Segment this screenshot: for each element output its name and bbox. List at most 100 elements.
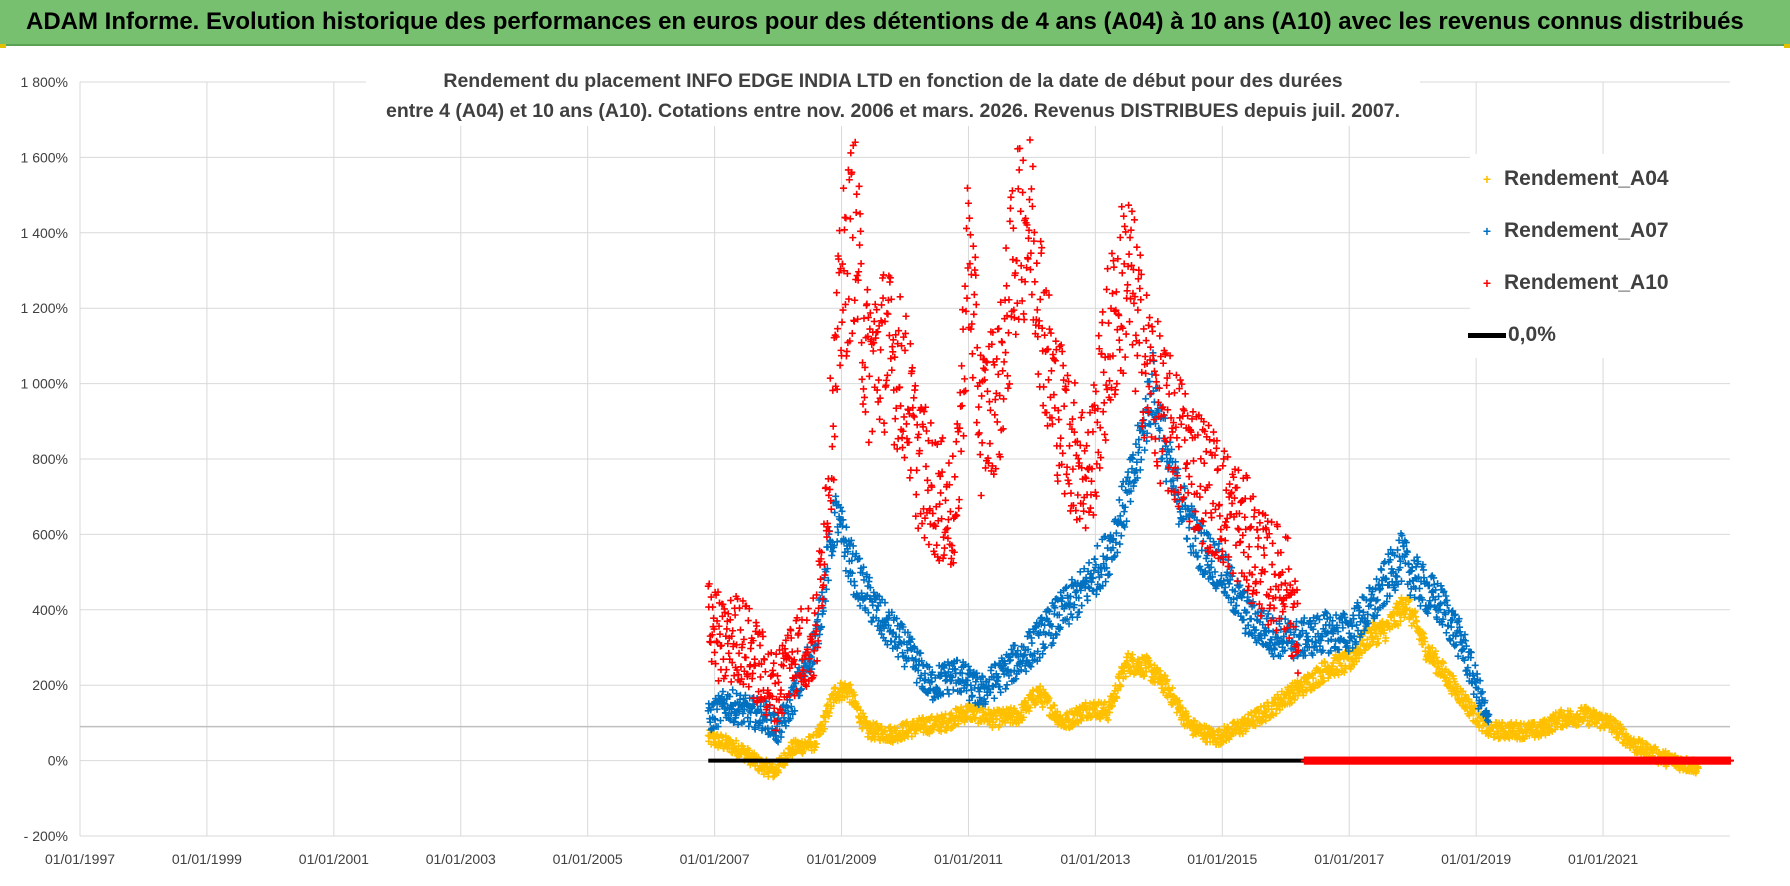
data-point <box>1002 244 1010 252</box>
data-point <box>911 730 919 738</box>
data-point <box>725 649 733 657</box>
data-point <box>860 385 868 393</box>
data-point <box>1047 367 1055 375</box>
data-point <box>1085 559 1093 567</box>
data-point <box>868 427 876 435</box>
data-point <box>1041 331 1049 339</box>
y-tick-label: 1 800% <box>21 74 68 90</box>
data-point <box>1062 386 1070 394</box>
data-point <box>1009 224 1017 232</box>
data-point <box>772 650 780 658</box>
data-point <box>1113 326 1121 334</box>
x-tick-label: 01/01/2013 <box>1060 851 1130 867</box>
data-point <box>868 724 876 732</box>
data-point <box>970 310 978 318</box>
data-point <box>1149 356 1157 364</box>
data-point <box>1084 596 1092 604</box>
data-point <box>1110 263 1118 271</box>
data-point <box>1202 448 1210 456</box>
data-point <box>991 411 999 419</box>
data-point <box>1256 519 1264 527</box>
data-point <box>1180 407 1188 415</box>
data-point <box>1017 207 1025 215</box>
data-point <box>731 611 739 619</box>
data-point <box>1057 434 1065 442</box>
data-point <box>825 709 833 717</box>
data-point <box>812 743 820 751</box>
data-point <box>1145 383 1153 391</box>
data-point <box>958 402 966 410</box>
data-point <box>954 720 962 728</box>
data-point <box>1214 727 1222 735</box>
data-point <box>827 505 835 513</box>
data-point <box>1005 380 1013 388</box>
data-point <box>707 638 715 646</box>
data-point <box>1210 428 1218 436</box>
data-point <box>881 726 889 734</box>
data-point <box>978 392 986 400</box>
data-point <box>901 454 909 462</box>
data-point <box>1100 368 1108 376</box>
data-point <box>1090 381 1098 389</box>
data-point <box>1065 480 1073 488</box>
data-point <box>993 715 1001 723</box>
data-point <box>1118 203 1126 211</box>
data-point <box>1000 395 1008 403</box>
data-point <box>981 366 989 374</box>
data-point <box>1179 405 1187 413</box>
data-point <box>855 268 863 276</box>
data-point <box>959 306 967 314</box>
data-point <box>1036 295 1044 303</box>
data-point <box>1070 399 1078 407</box>
data-point <box>1071 379 1079 387</box>
data-point <box>922 462 930 470</box>
data-point <box>1200 459 1208 467</box>
data-point <box>1169 684 1177 692</box>
data-point <box>1125 201 1133 209</box>
data-point <box>1087 504 1094 512</box>
data-point <box>1003 681 1011 689</box>
data-point <box>861 408 869 416</box>
banner-corner-right <box>1784 44 1790 48</box>
data-point <box>821 718 829 726</box>
data-point <box>1017 708 1025 716</box>
data-point <box>1347 633 1355 641</box>
data-point <box>908 364 916 372</box>
data-point <box>961 375 969 383</box>
data-point <box>859 400 867 408</box>
data-point <box>1141 352 1149 360</box>
data-point <box>870 317 878 325</box>
data-point <box>1405 560 1413 568</box>
data-point <box>845 295 853 303</box>
data-point <box>1100 399 1108 407</box>
data-point <box>1112 288 1120 296</box>
data-point <box>971 266 979 274</box>
data-point <box>986 406 994 414</box>
data-point <box>1241 513 1249 521</box>
data-point <box>745 722 753 730</box>
data-point <box>1040 644 1048 652</box>
data-point <box>727 596 735 604</box>
x-tick-label: 01/01/1997 <box>45 851 115 867</box>
data-point <box>851 691 859 699</box>
banner-title: ADAM Informe. Evolution historique des p… <box>26 8 1744 35</box>
data-point <box>945 459 953 467</box>
data-point <box>1115 336 1123 344</box>
data-point <box>978 439 986 447</box>
data-point <box>921 534 929 542</box>
data-point <box>1028 291 1036 299</box>
data-point <box>1043 409 1051 417</box>
data-point <box>1163 676 1171 684</box>
data-point <box>1175 697 1183 705</box>
data-point <box>1254 534 1262 542</box>
data-point <box>829 422 837 430</box>
data-point <box>1137 661 1145 669</box>
data-point <box>1240 548 1248 556</box>
data-point <box>1197 455 1205 463</box>
x-tick-label: 01/01/2019 <box>1441 851 1511 867</box>
data-point <box>1254 543 1262 551</box>
data-point <box>1050 356 1058 364</box>
data-point <box>958 362 966 370</box>
data-point <box>971 253 979 261</box>
